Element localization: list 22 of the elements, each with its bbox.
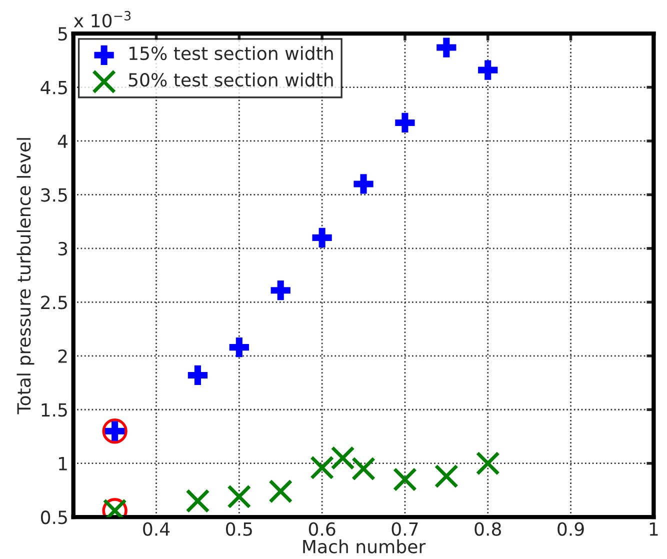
y-axis-title: Total pressure turbulence level — [16, 138, 34, 414]
x-tick-label: 0.5 — [226, 522, 252, 536]
x-tick-label: 1 — [650, 522, 658, 536]
x-tick-label: 0.4 — [143, 522, 170, 536]
y-tick-label: 4.5 — [40, 80, 67, 94]
y-tick-label: 2.5 — [41, 296, 67, 310]
y-tick-label: 1 — [59, 457, 67, 470]
y-tick-label: 2 — [58, 349, 67, 363]
x-tick-label: 0.7 — [392, 522, 418, 536]
y-tick-label: 5 — [58, 27, 67, 41]
x-tick-label: 0.6 — [308, 522, 336, 536]
y-tick-label: 3.5 — [41, 188, 67, 202]
x-tick-label: 0.9 — [558, 522, 584, 536]
legend-label: 50% test section width — [128, 72, 333, 87]
text: x 10$^{−3}$ — [74, 10, 131, 28]
x-tick-label: 0.8 — [474, 522, 501, 536]
y-tick-label: 0.5 — [40, 510, 67, 524]
legend-label: 15% test section width — [130, 46, 333, 60]
x-axis-title: Mach number — [303, 539, 426, 554]
y-tick-label: 1.5 — [42, 403, 67, 417]
y-tick-label: 4 — [58, 134, 68, 148]
y-tick-label: 3 — [58, 242, 68, 256]
